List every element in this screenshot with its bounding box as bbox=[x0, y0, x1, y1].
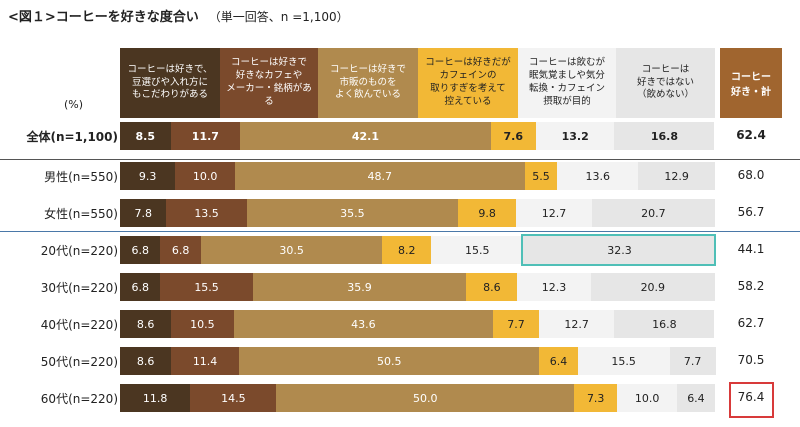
legend-header-5: コーヒーは飲むが 眠気覚ましや気分 転換・カフェイン 摂取が目的 bbox=[518, 48, 616, 118]
bar-segment: 7.7 bbox=[493, 310, 539, 338]
bar-segment: 20.7 bbox=[591, 199, 715, 227]
bar-segment: 6.4 bbox=[539, 347, 578, 375]
category-label: 50代(n=220) bbox=[40, 355, 118, 369]
bar-segment: 8.6 bbox=[466, 273, 518, 301]
total-value: 62.7 bbox=[737, 316, 765, 330]
bar-segment: 11.8 bbox=[120, 384, 191, 412]
total-value: 58.2 bbox=[737, 279, 765, 293]
unit-label: (%) bbox=[64, 98, 84, 111]
bar-segment: 8.5 bbox=[120, 122, 171, 150]
category-label: 30代(n=220) bbox=[40, 281, 118, 295]
legend-header-1: コーヒーは好きで、 豆選びや入れ方に もこだわりがある bbox=[120, 48, 220, 118]
bar-segment: 6.8 bbox=[160, 236, 201, 264]
highlight-box-red bbox=[729, 382, 774, 418]
legend-header-2: コーヒーは好きで 好きなカフェや メーカー・銘柄がある bbox=[220, 48, 318, 118]
bar-segment: 35.5 bbox=[246, 199, 458, 227]
total-value: 56.7 bbox=[737, 205, 765, 219]
bar-segment: 43.6 bbox=[233, 310, 494, 338]
bar-segment: 12.7 bbox=[538, 310, 615, 338]
bar-segment: 32.3 bbox=[523, 236, 716, 264]
bar-segment: 7.6 bbox=[490, 122, 536, 150]
title-text: <図１>コーヒーを好きな度合い bbox=[8, 10, 199, 25]
bar-segment: 9.3 bbox=[120, 162, 176, 190]
legend-header-6: コーヒーは 好きではない （飲めない） bbox=[616, 48, 715, 118]
bar-segment: 6.8 bbox=[120, 236, 161, 264]
bar-segment: 7.8 bbox=[120, 199, 167, 227]
bar-segment: 8.2 bbox=[382, 236, 432, 264]
bar-segment: 35.9 bbox=[252, 273, 467, 301]
chart-title: <図１>コーヒーを好きな度合い （単一回答、n =1,100） bbox=[8, 6, 349, 25]
category-label: 女性(n=550) bbox=[44, 207, 118, 221]
bar-segment: 8.6 bbox=[120, 310, 172, 338]
bar-segment: 50.5 bbox=[239, 347, 540, 375]
bar-segment: 42.1 bbox=[240, 122, 491, 150]
bar-segment: 10.0 bbox=[175, 162, 235, 190]
bar-segment: 15.5 bbox=[160, 273, 253, 301]
separator-line-1 bbox=[0, 159, 800, 160]
chart-subtitle: （単一回答、n =1,100） bbox=[208, 10, 349, 24]
total-header: コーヒー 好き・計 bbox=[720, 48, 782, 118]
bar-segment: 11.4 bbox=[171, 347, 239, 375]
bar-segment: 8.6 bbox=[120, 347, 172, 375]
separator-line-2 bbox=[0, 231, 800, 232]
bar-segment: 11.7 bbox=[170, 122, 241, 150]
bar-segment: 9.8 bbox=[457, 199, 517, 227]
highlight-box-teal bbox=[521, 234, 716, 266]
total-value: 70.5 bbox=[737, 353, 765, 367]
bar-segment: 10.0 bbox=[617, 384, 677, 412]
bar-segment: 16.8 bbox=[614, 122, 715, 150]
bar-segment: 7.7 bbox=[669, 347, 716, 375]
bar-segment: 6.4 bbox=[676, 384, 715, 412]
bar-segment: 14.5 bbox=[190, 384, 277, 412]
category-label: 60代(n=220) bbox=[40, 392, 118, 406]
bar-segment: 30.5 bbox=[200, 236, 383, 264]
bar-segment: 20.9 bbox=[590, 273, 715, 301]
bar-segment: 48.7 bbox=[234, 162, 525, 190]
total-value: 62.4 bbox=[736, 128, 766, 142]
bar-segment: 15.5 bbox=[577, 347, 670, 375]
category-label: 40代(n=220) bbox=[40, 318, 118, 332]
bar-segment: 12.7 bbox=[516, 199, 592, 227]
category-label: 男性(n=550) bbox=[44, 170, 118, 184]
bar-segment: 6.8 bbox=[120, 273, 161, 301]
total-value: 44.1 bbox=[737, 242, 765, 256]
bar-segment: 10.5 bbox=[171, 310, 234, 338]
category-label: 全体(n=1,100) bbox=[26, 130, 118, 144]
total-value: 76.4 bbox=[737, 390, 765, 404]
bar-segment: 12.3 bbox=[517, 273, 591, 301]
bar-segment: 50.0 bbox=[276, 384, 574, 412]
bar-segment: 16.8 bbox=[614, 310, 715, 338]
bar-segment: 15.5 bbox=[431, 236, 524, 264]
bar-segment: 13.6 bbox=[557, 162, 639, 190]
bar-segment: 13.5 bbox=[166, 199, 247, 227]
bar-segment: 13.2 bbox=[535, 122, 615, 150]
category-label: 20代(n=220) bbox=[40, 244, 118, 258]
bar-segment: 5.5 bbox=[524, 162, 558, 190]
legend-header-4: コーヒーは好きだが カフェインの 取りすぎを考えて 控えている bbox=[418, 48, 518, 118]
bar-segment: 7.3 bbox=[573, 384, 618, 412]
legend-header-3: コーヒーは好きで 市販のものを よく飲んでいる bbox=[318, 48, 418, 118]
total-value: 68.0 bbox=[737, 168, 765, 182]
bar-segment: 12.9 bbox=[638, 162, 715, 190]
